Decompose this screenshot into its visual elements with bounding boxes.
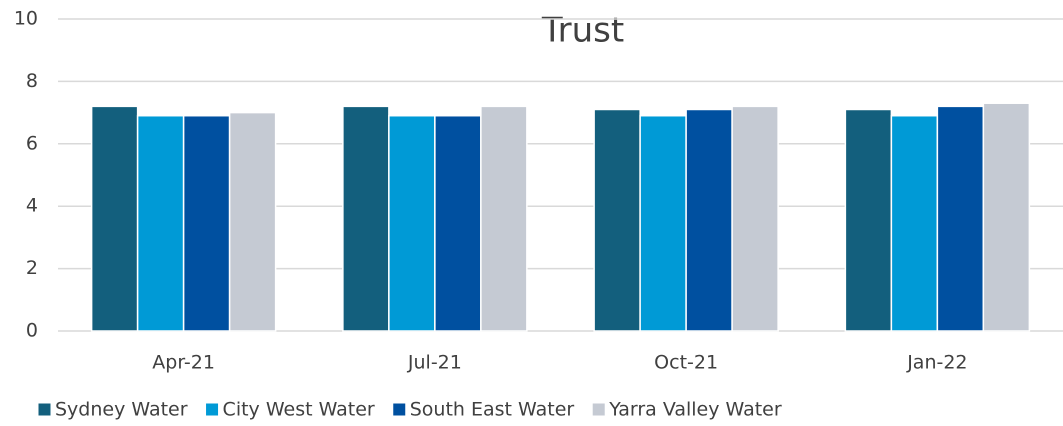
legend-label: Sydney Water <box>55 399 188 421</box>
legend-label: City West Water <box>223 399 375 421</box>
legend-label: Yarra Valley Water <box>608 399 782 421</box>
bar <box>90 105 139 332</box>
bar <box>480 105 528 332</box>
y-tick-label: 10 <box>14 8 38 30</box>
bar <box>890 114 939 332</box>
bar <box>136 114 185 332</box>
bar <box>228 111 277 332</box>
y-tick-label: 2 <box>26 257 38 279</box>
legend-swatch <box>205 402 220 417</box>
y-tick-label: 8 <box>26 70 38 92</box>
legend-swatch <box>591 402 606 417</box>
x-tick-label: Jan-22 <box>906 352 967 374</box>
legend-swatch <box>392 402 407 417</box>
bar <box>936 105 985 332</box>
y-tick-label: 0 <box>26 320 38 342</box>
x-tick-label: Jul-21 <box>407 352 462 374</box>
legend-swatch <box>37 402 52 417</box>
bar <box>593 108 641 332</box>
bar <box>639 114 687 332</box>
y-tick-label: 4 <box>26 195 38 217</box>
bar <box>844 108 893 332</box>
bar <box>982 102 1031 332</box>
bar <box>182 114 231 332</box>
x-tick-label: Apr-21 <box>152 352 215 374</box>
y-tick-label: 6 <box>26 132 38 154</box>
legend-label: South East Water <box>410 399 575 421</box>
bar <box>685 108 733 332</box>
bar <box>388 114 436 332</box>
bar <box>731 105 779 332</box>
bar <box>342 105 390 332</box>
bar <box>434 114 482 332</box>
x-tick-label: Oct-21 <box>654 352 718 374</box>
chart-title: Trust <box>541 11 624 51</box>
